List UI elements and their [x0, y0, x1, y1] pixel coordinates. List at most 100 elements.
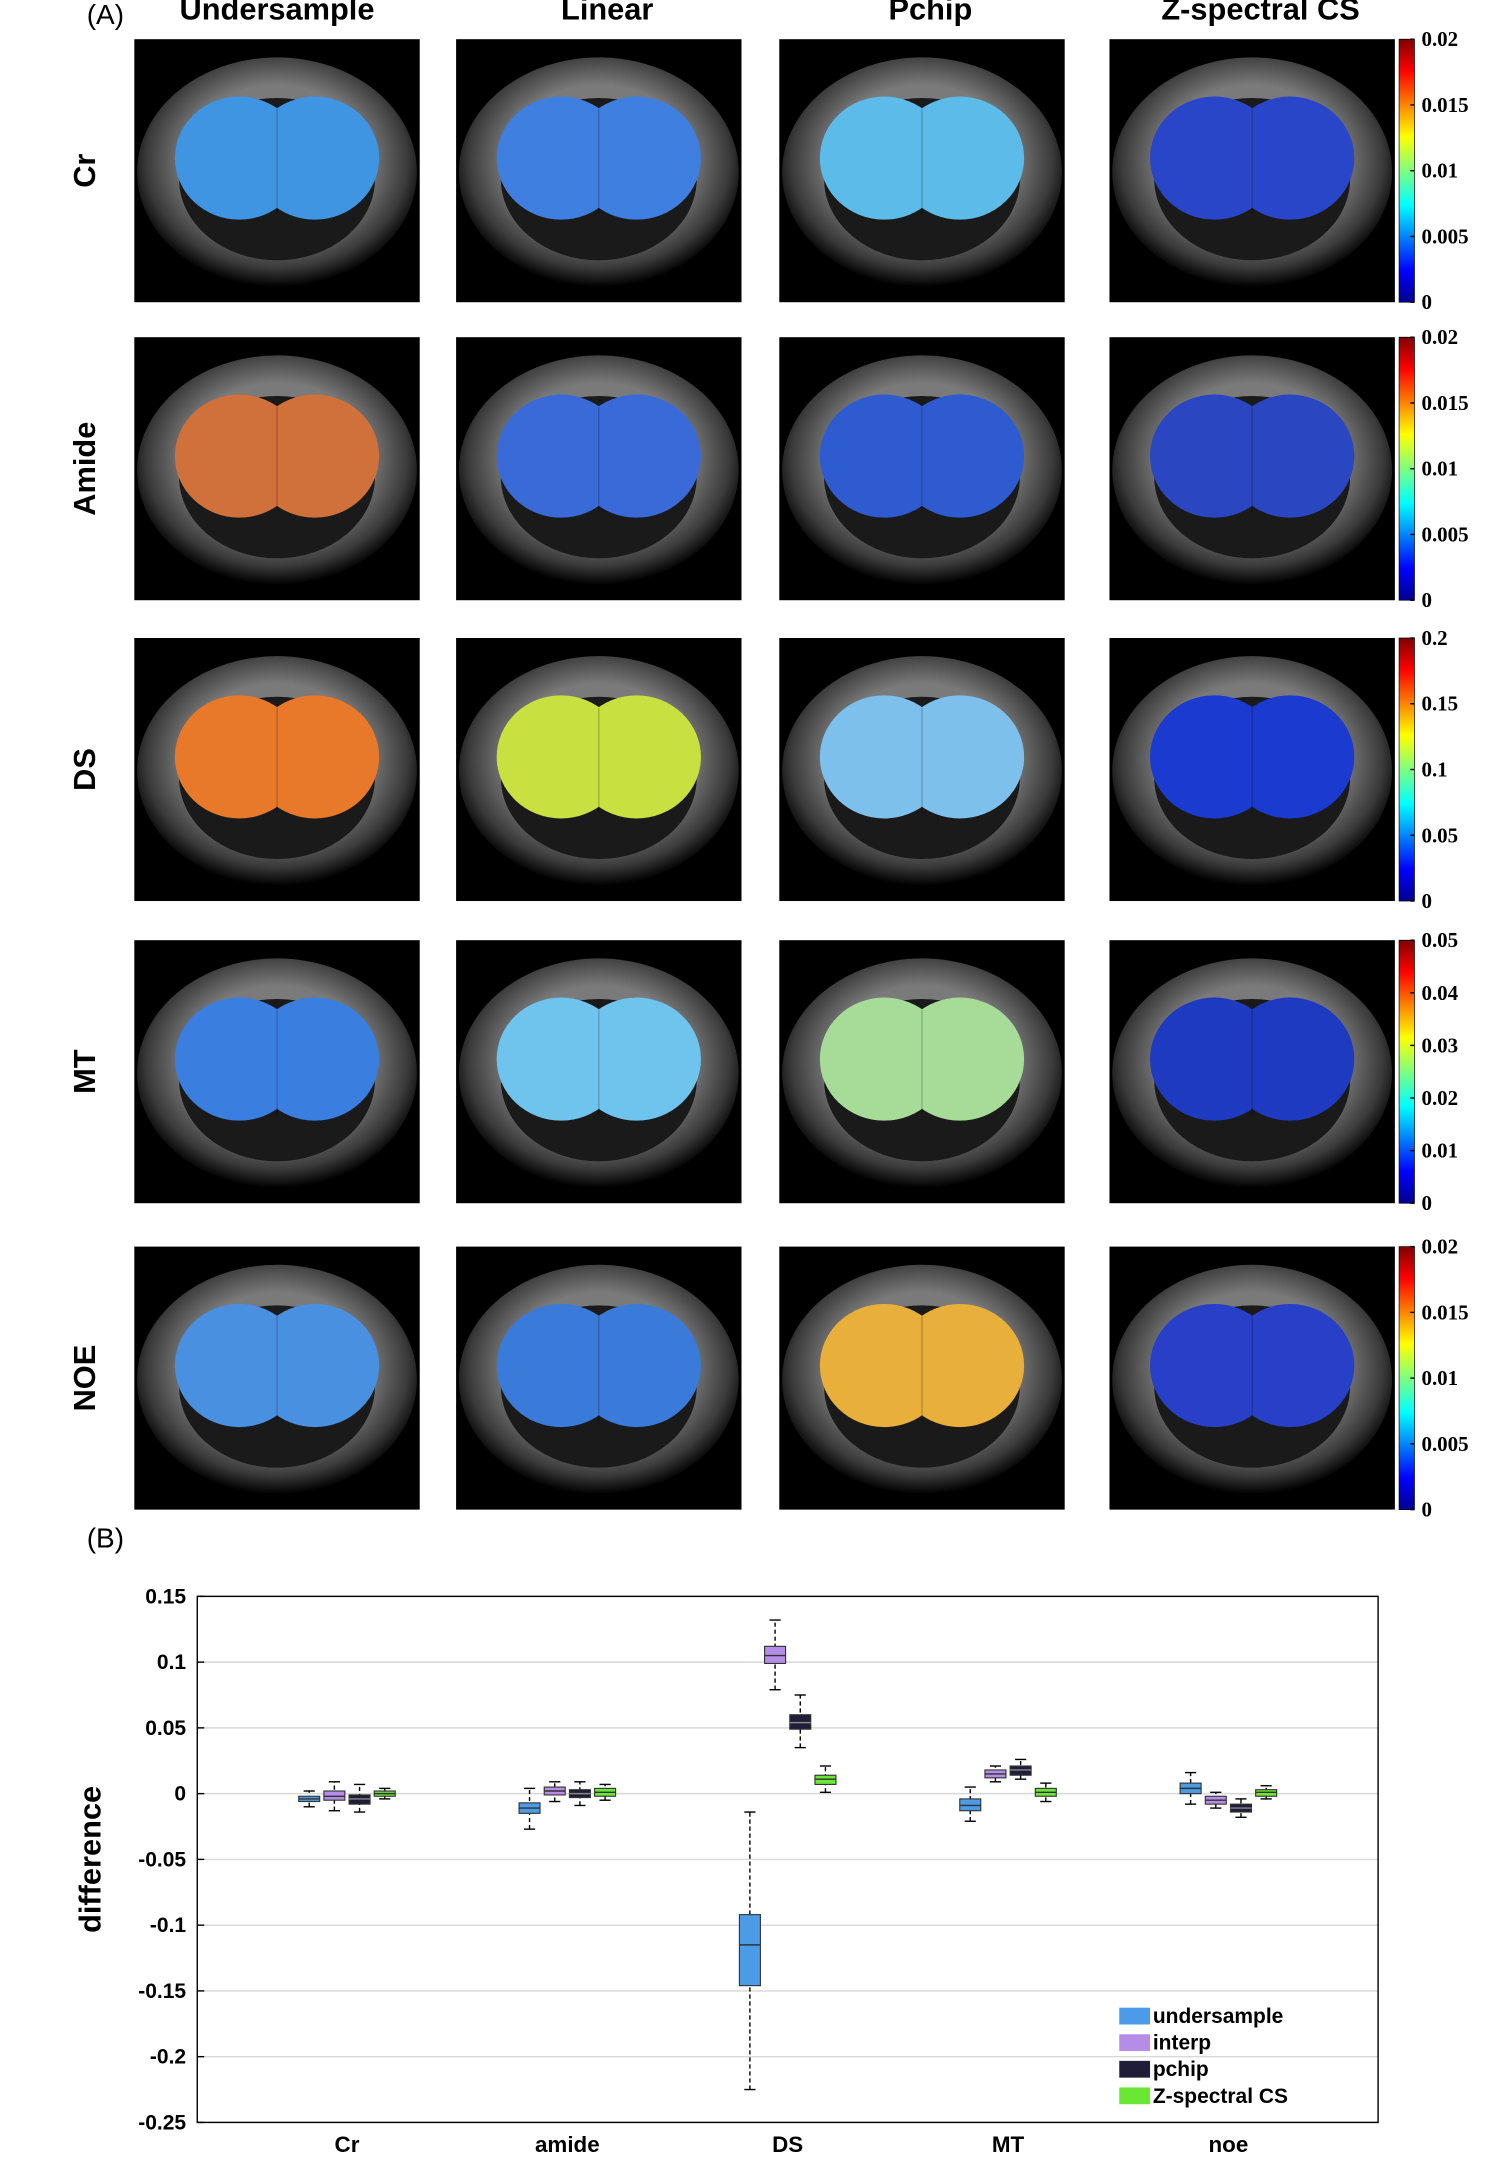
y-tick-label: -0.1	[150, 1914, 186, 1937]
y-axis-title: difference	[73, 1786, 108, 1933]
row-label: NOE	[67, 1345, 102, 1412]
colorbar-tick-label: 0.1	[1421, 758, 1447, 782]
y-tick-label: 0.1	[157, 1651, 186, 1674]
colorbar-tick-label: 0.01	[1421, 1366, 1458, 1390]
brain-right	[895, 394, 1025, 518]
mri-map	[134, 637, 420, 902]
brain-right	[572, 1303, 701, 1428]
colorbar-tick-label: 0.05	[1421, 928, 1458, 952]
row-label: Cr	[67, 154, 102, 188]
y-tick-label: -0.15	[138, 1980, 186, 2003]
brain-right	[895, 1303, 1025, 1428]
colorbar-tick-label: 0.02	[1421, 325, 1458, 349]
brain-right	[572, 695, 701, 819]
colorbar-tick-label: 0.02	[1421, 1086, 1458, 1110]
colorbar-tick-label: 0.05	[1421, 823, 1458, 847]
mri-map	[779, 39, 1065, 303]
brain-right	[572, 997, 701, 1121]
brain-right	[572, 394, 701, 518]
legend-swatch	[1119, 2034, 1151, 2052]
row-label: DS	[67, 748, 102, 791]
mri-map	[1109, 337, 1395, 601]
brain-right	[250, 394, 380, 518]
brain-right	[1225, 394, 1355, 518]
colorbar-tick-label: 0.01	[1421, 457, 1458, 481]
legend-label: undersample	[1153, 2005, 1284, 2028]
y-tick-label: 0	[174, 1783, 186, 1806]
mri-map	[779, 637, 1065, 902]
brain-right	[1225, 96, 1355, 220]
colorbar-tick-label: 0.005	[1421, 522, 1468, 546]
column-title: Undersample	[180, 0, 375, 27]
colorbar-tick-label: 0.01	[1421, 159, 1458, 183]
y-tick-label: -0.2	[150, 2046, 186, 2069]
panel-label: (A)	[87, 0, 124, 30]
colorbar-tick-label: 0	[1421, 889, 1431, 913]
colorbar-tick-label: 0.03	[1421, 1033, 1458, 1057]
colorbar-tick-label: 0	[1421, 588, 1431, 612]
colorbar-tick-label: 0	[1421, 1498, 1431, 1522]
colorbar-tick-label: 0.02	[1421, 27, 1458, 51]
brain-right	[1225, 1303, 1355, 1428]
mri-map	[456, 337, 742, 601]
plot-frame	[196, 1595, 1379, 2124]
brain-right	[895, 96, 1025, 220]
brain-right	[250, 96, 380, 220]
column-title: Pchip	[889, 0, 973, 27]
y-tick-label: -0.05	[138, 1848, 186, 1871]
x-tick-label: Cr	[335, 2132, 360, 2157]
legend-label: interp	[1153, 2032, 1211, 2055]
mri-map	[1109, 637, 1395, 902]
brain-right	[572, 96, 701, 220]
brain-right	[1225, 997, 1355, 1121]
mri-map	[134, 940, 420, 1204]
colorbar-tick-label: 0.005	[1421, 224, 1468, 248]
mri-map	[779, 1246, 1065, 1510]
column-title: Linear	[561, 0, 653, 27]
mri-map	[134, 1246, 420, 1510]
box	[738, 1914, 761, 1987]
colorbar-tick-label: 0.15	[1421, 692, 1458, 716]
y-tick-label: 0.15	[145, 1585, 186, 1608]
brain-right	[895, 695, 1025, 819]
colorbar-tick-label: 0.015	[1421, 1300, 1468, 1324]
mri-map	[779, 940, 1065, 1204]
brain-right	[895, 997, 1025, 1121]
brain-right	[250, 1303, 380, 1428]
mri-map	[456, 39, 742, 303]
y-tick-label: -0.25	[138, 2111, 186, 2134]
mri-map	[134, 39, 420, 303]
legend-swatch	[1119, 2007, 1151, 2025]
row-label: Amide	[67, 422, 102, 516]
colorbar-tick-label: 0	[1421, 290, 1431, 314]
colorbar-tick-label: 0.015	[1421, 391, 1468, 415]
panel-label: (B)	[87, 1522, 124, 1553]
legend-label: pchip	[1153, 2058, 1209, 2081]
colorbar-tick-label: 0.015	[1421, 93, 1468, 117]
mri-map	[134, 337, 420, 601]
y-tick-label: 0.05	[145, 1717, 186, 1740]
mri-map	[456, 637, 742, 902]
colorbar-tick-label: 0.2	[1421, 626, 1447, 650]
mri-map	[1109, 39, 1395, 303]
x-tick-label: DS	[772, 2132, 803, 2157]
mri-map	[779, 337, 1065, 601]
mri-map	[456, 940, 742, 1204]
colorbar-tick-label: 0.005	[1421, 1432, 1468, 1456]
legend-label: Z-spectral CS	[1153, 2085, 1288, 2108]
brain-right	[250, 695, 380, 819]
colorbar-tick-label: 0.02	[1421, 1235, 1458, 1259]
legend-swatch	[1119, 2087, 1151, 2105]
brain-right	[1225, 695, 1355, 819]
x-tick-label: amide	[535, 2132, 600, 2157]
column-title: Z-spectral CS	[1161, 0, 1359, 27]
mri-map	[1109, 940, 1395, 1204]
colorbar	[1398, 939, 1415, 1204]
brain-right	[250, 997, 380, 1121]
row-label: MT	[67, 1049, 102, 1094]
mri-map	[1109, 1246, 1395, 1510]
colorbar-tick-label: 0.01	[1421, 1139, 1458, 1163]
colorbar-tick-label: 0	[1421, 1191, 1431, 1215]
